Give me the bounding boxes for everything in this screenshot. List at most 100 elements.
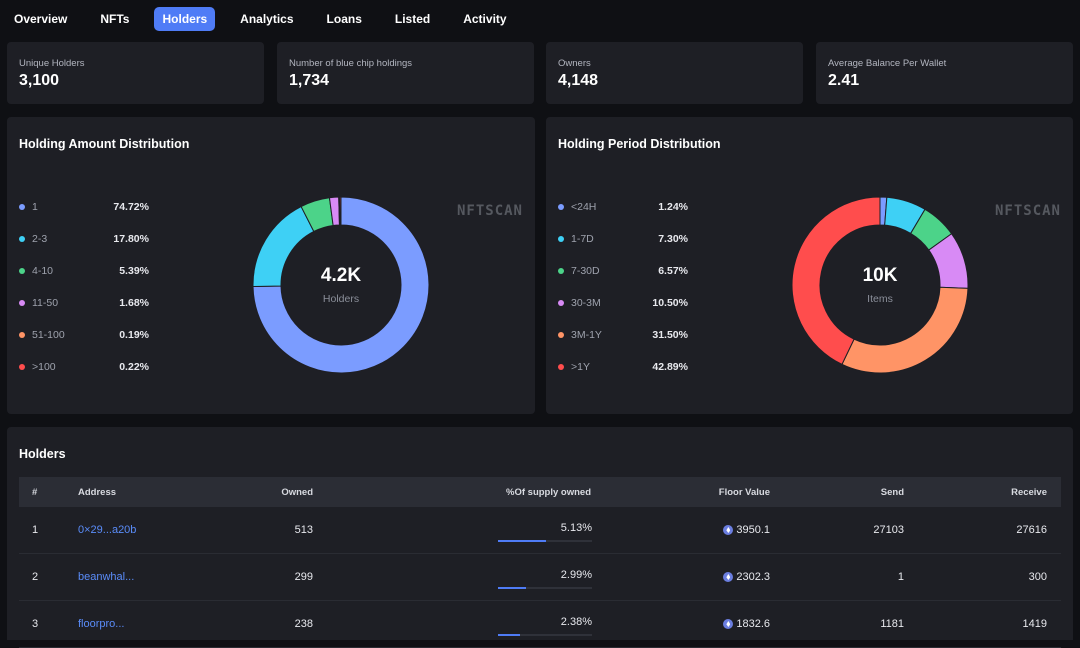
- legend-dot-icon: [558, 204, 564, 210]
- legend-label: 3M-1Y: [571, 329, 602, 341]
- legend-item[interactable]: 2-3 17.80%: [19, 223, 149, 255]
- donut-center-value: 10K: [862, 265, 898, 286]
- supply-value: 2.99%: [560, 569, 592, 581]
- owned-value: 513: [294, 524, 313, 536]
- legend-label: 51-100: [32, 329, 65, 341]
- section-title: Holders: [19, 447, 66, 461]
- col-num: #: [32, 486, 38, 498]
- supply-value: 2.38%: [560, 616, 592, 628]
- legend-dot-icon: [19, 268, 25, 274]
- eth-icon: [723, 525, 734, 535]
- supply-bar: [498, 587, 592, 589]
- col-floor-value[interactable]: Floor Value: [718, 486, 770, 498]
- stat-label: Unique Holders: [19, 58, 85, 69]
- legend-dot-icon: [19, 300, 25, 306]
- legend-pct: 31.50%: [652, 329, 688, 341]
- legend-dot-icon: [558, 236, 564, 242]
- stat-value: 3,100: [19, 72, 60, 89]
- amount-legend: 1 74.72% 2-3 17.80% 4-10 5.39% 11-50 1.68% 5…: [19, 191, 149, 383]
- col-send[interactable]: Send: [880, 486, 904, 498]
- legend-pct: 7.30%: [658, 233, 688, 245]
- table-row: 3 floorpro... 238 2.38% 1832.6 1181 1419: [19, 601, 1061, 648]
- row-num: 2: [32, 571, 39, 583]
- legend-label: 11-50: [32, 297, 59, 309]
- stat-card-average-balance: Average Balance Per Wallet 2.41: [816, 42, 1073, 104]
- donut-slice-5[interactable]: [791, 196, 881, 366]
- top-tabs: Overview NFTs Holders Analytics Loans Li…: [0, 0, 1080, 38]
- legend-label: <24H: [571, 201, 597, 213]
- supply-bar: [498, 540, 592, 542]
- tab-nfts[interactable]: NFTs: [100, 12, 130, 26]
- supply-bar-fill: [498, 634, 521, 636]
- tab-holders[interactable]: Holders: [154, 7, 216, 31]
- floor-value: 3950.1: [723, 507, 770, 553]
- floor-value: 2302.3: [723, 554, 770, 600]
- col-receive[interactable]: Receive: [1011, 486, 1047, 498]
- row-num: 1: [32, 524, 39, 536]
- send-value: 1181: [880, 618, 904, 630]
- supply-cell: 2.38%: [498, 611, 592, 639]
- legend-pct: 5.39%: [119, 265, 149, 277]
- address-link[interactable]: floorpro...: [78, 618, 125, 630]
- legend-label: 7-30D: [571, 265, 600, 277]
- receive-value: 300: [1028, 571, 1047, 583]
- address-link[interactable]: 0×29...a20b: [78, 524, 137, 536]
- donut-slice-0[interactable]: [252, 196, 430, 374]
- supply-cell: 2.99%: [498, 564, 592, 592]
- supply-value: 5.13%: [560, 522, 592, 534]
- period-legend: <24H 1.24% 1-7D 7.30% 7-30D 6.57% 30-3M 10.5…: [558, 191, 688, 383]
- legend-pct: 1.68%: [119, 297, 149, 309]
- legend-item[interactable]: <24H 1.24%: [558, 191, 688, 223]
- legend-item[interactable]: 30-3M 10.50%: [558, 287, 688, 319]
- stat-value: 1,734: [289, 72, 330, 89]
- holding-period-donut[interactable]: [790, 195, 970, 375]
- legend-item[interactable]: 1 74.72%: [19, 191, 149, 223]
- donut-center: 10K Items: [790, 195, 970, 375]
- donut-slice-5[interactable]: [339, 196, 342, 226]
- holding-period-panel: Holding Period Distribution NFTSCAN <24H…: [546, 117, 1073, 414]
- col-address: Address: [78, 486, 117, 498]
- holding-amount-panel: Holding Amount Distribution NFTSCAN 1 74.…: [7, 117, 535, 414]
- supply-cell: 5.13%: [498, 517, 592, 545]
- legend-item[interactable]: 11-50 1.68%: [19, 287, 149, 319]
- stat-value: 4,148: [558, 72, 599, 89]
- legend-item[interactable]: 3M-1Y 31.50%: [558, 319, 688, 351]
- legend-pct: 0.22%: [119, 361, 149, 373]
- legend-item[interactable]: 4-10 5.39%: [19, 255, 149, 287]
- legend-dot-icon: [19, 364, 25, 370]
- legend-dot-icon: [19, 236, 25, 242]
- legend-item[interactable]: 51-100 0.19%: [19, 319, 149, 351]
- legend-item[interactable]: 7-30D 6.57%: [558, 255, 688, 287]
- legend-pct: 17.80%: [113, 233, 149, 245]
- legend-item[interactable]: >1Y 42.89%: [558, 351, 688, 383]
- tab-analytics[interactable]: Analytics: [240, 12, 294, 26]
- eth-icon: [723, 572, 734, 582]
- legend-dot-icon: [558, 268, 564, 274]
- donut-center-value: 4.2K: [320, 265, 362, 286]
- receive-value: 27616: [1016, 524, 1047, 536]
- tab-overview[interactable]: Overview: [14, 12, 68, 26]
- legend-label: 2-3: [32, 233, 48, 245]
- tab-loans[interactable]: Loans: [326, 12, 362, 26]
- legend-label: 4-10: [32, 265, 54, 277]
- legend-item[interactable]: 1-7D 7.30%: [558, 223, 688, 255]
- send-value: 1: [897, 571, 904, 583]
- legend-dot-icon: [558, 332, 564, 338]
- owned-value: 299: [294, 571, 313, 583]
- tab-activity[interactable]: Activity: [463, 12, 507, 26]
- supply-bar: [498, 634, 592, 636]
- donut-center: 4.2K Holders: [251, 195, 431, 375]
- holding-amount-donut[interactable]: [251, 195, 431, 375]
- legend-label: 1-7D: [571, 233, 594, 245]
- address-link[interactable]: beanwhal...: [78, 571, 135, 583]
- legend-pct: 6.57%: [658, 265, 688, 277]
- panel-title: Holding Period Distribution: [558, 137, 721, 151]
- eth-icon: [723, 619, 734, 629]
- tab-listed[interactable]: Listed: [394, 12, 431, 26]
- table-row: 1 0×29...a20b 513 5.13% 3950.1 27103 276…: [19, 507, 1061, 554]
- col-supply[interactable]: %Of supply owned: [506, 486, 591, 498]
- col-owned[interactable]: Owned: [281, 486, 313, 498]
- legend-item[interactable]: >100 0.22%: [19, 351, 149, 383]
- nftscan-watermark: NFTSCAN: [994, 203, 1061, 219]
- legend-pct: 1.24%: [658, 201, 688, 213]
